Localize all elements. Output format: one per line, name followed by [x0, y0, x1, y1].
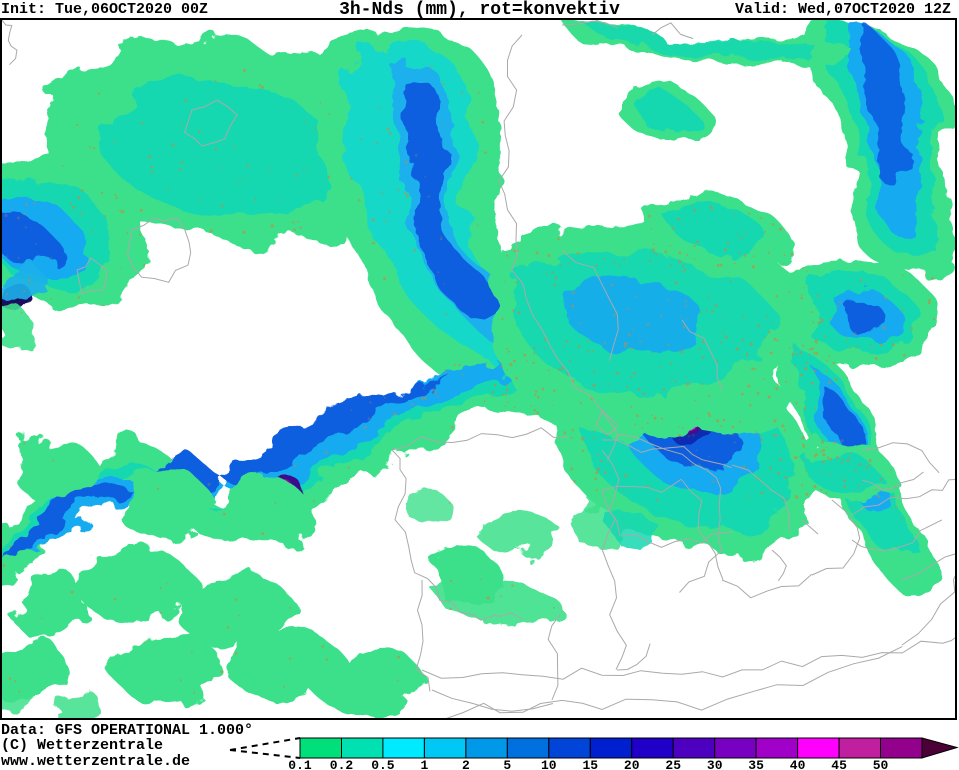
- svg-text:0.2: 0.2: [330, 758, 354, 770]
- svg-text:10: 10: [541, 758, 557, 770]
- svg-text:35: 35: [748, 758, 764, 770]
- svg-text:0.5: 0.5: [371, 758, 395, 770]
- svg-text:2: 2: [462, 758, 470, 770]
- svg-text:15: 15: [582, 758, 598, 770]
- svg-text:1: 1: [420, 758, 428, 770]
- svg-text:40: 40: [790, 758, 806, 770]
- svg-text:50: 50: [873, 758, 889, 770]
- svg-text:5: 5: [503, 758, 511, 770]
- svg-text:45: 45: [831, 758, 847, 770]
- svg-text:25: 25: [665, 758, 681, 770]
- svg-text:0.1: 0.1: [288, 758, 312, 770]
- svg-text:30: 30: [707, 758, 723, 770]
- svg-text:20: 20: [624, 758, 640, 770]
